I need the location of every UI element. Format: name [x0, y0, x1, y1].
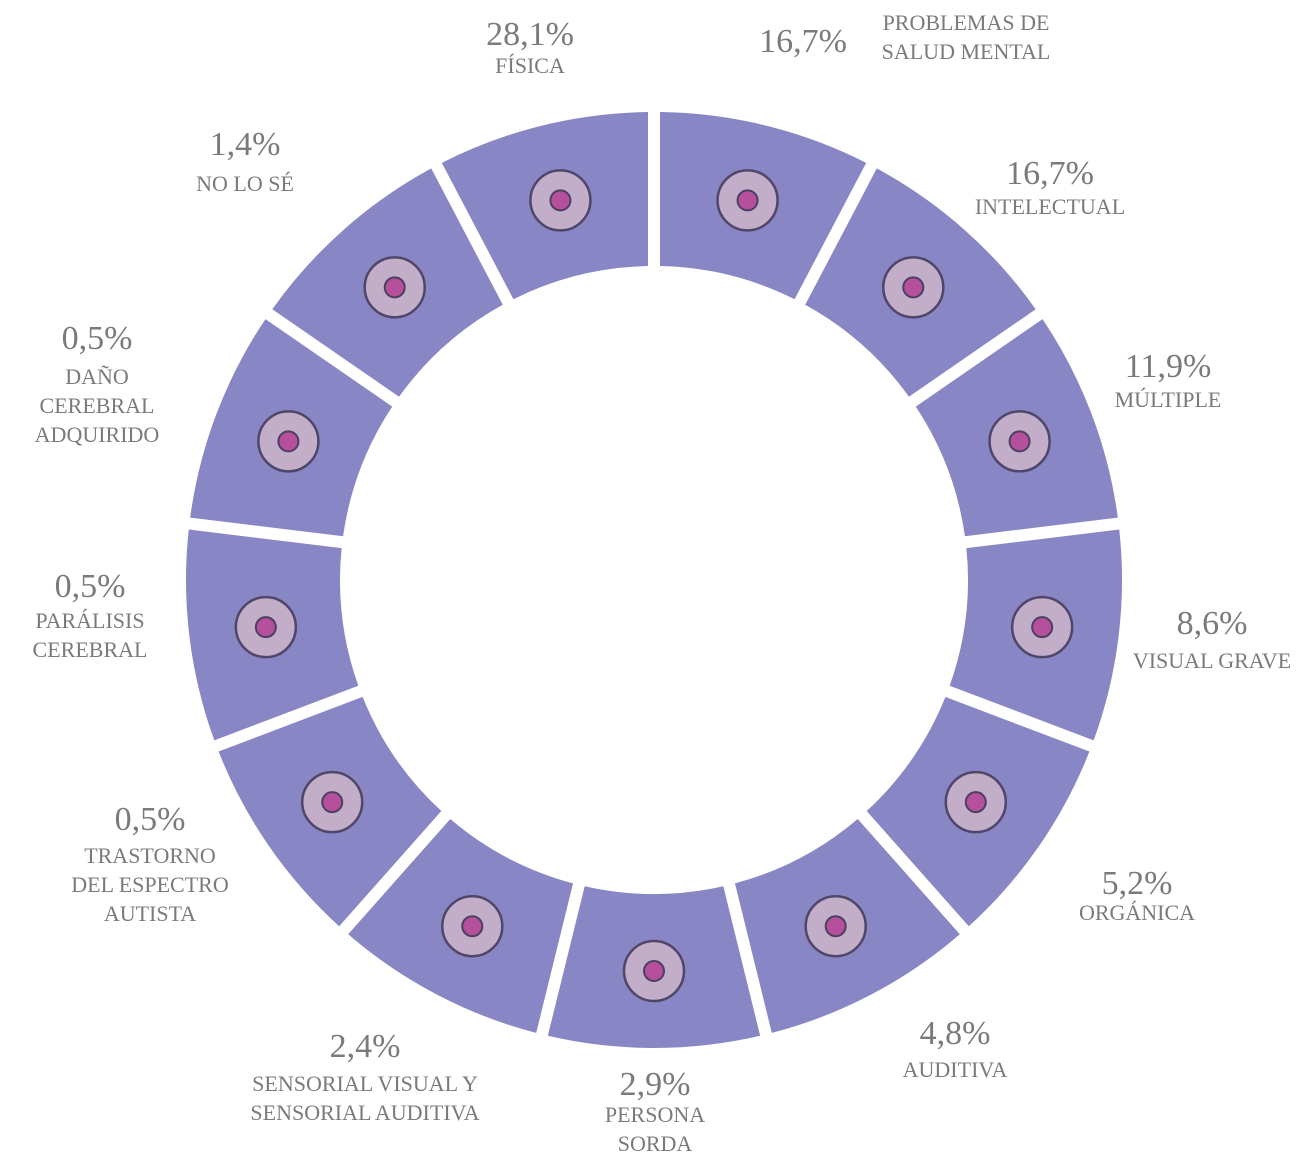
segment-value: 16,7%: [1006, 155, 1094, 192]
segment-icon-detail: [902, 276, 925, 299]
segment-label: MÚLTIPLE: [1115, 387, 1222, 412]
segment-label: CEREBRAL: [33, 637, 148, 662]
segment-label: ORGÁNICA: [1079, 900, 1195, 925]
segment-label: AUDITIVA: [903, 1057, 1008, 1082]
segment-icon-detail: [254, 616, 277, 639]
segment-icon-detail: [643, 960, 665, 982]
segment-label: VISUAL GRAVE: [1133, 648, 1291, 673]
segment-value: 16,7%: [759, 23, 847, 60]
segment-label: NO LO SÉ: [196, 171, 294, 196]
segment-label: SENSORIAL VISUAL Y: [252, 1071, 478, 1096]
segment-label: TRASTORNO: [84, 843, 216, 868]
segment-value: 0,5%: [115, 801, 186, 838]
segment-icon-detail: [1008, 430, 1031, 453]
segment-label: ADQUIRIDO: [35, 422, 160, 447]
segment-value: 0,5%: [62, 320, 133, 357]
segment-label: SENSORIAL AUDITIVA: [250, 1100, 479, 1125]
segment-value: 28,1%: [486, 16, 574, 53]
segment-value: 5,2%: [1102, 865, 1173, 902]
segment-label: SALUD MENTAL: [882, 39, 1051, 64]
segment-label: AUTISTA: [104, 901, 196, 926]
segment-icon-detail: [321, 791, 344, 814]
segment-icon-detail: [383, 276, 406, 299]
segment-label: FÍSICA: [495, 53, 565, 78]
segment-icon-detail: [277, 430, 300, 453]
segment-icon-detail: [824, 915, 847, 938]
segment-label: CEREBRAL: [40, 393, 155, 418]
segment-icon-detail: [549, 189, 572, 212]
segment-value: 2,4%: [330, 1028, 401, 1065]
segment-value: 1,4%: [210, 126, 281, 163]
segment-value: 8,6%: [1177, 605, 1248, 642]
segment-label: PROBLEMAS DE: [883, 10, 1050, 35]
segment-label: DEL ESPECTRO: [71, 872, 228, 897]
segment-value: 2,9%: [620, 1066, 691, 1103]
segment-value: 4,8%: [920, 1015, 991, 1052]
segment-icon-detail: [1031, 616, 1054, 639]
segment-value: 11,9%: [1125, 348, 1212, 385]
segment-icon-detail: [736, 189, 759, 212]
segment-icon-detail: [964, 791, 987, 814]
segment-label: DAÑO: [65, 364, 129, 389]
segment-label: INTELECTUAL: [975, 194, 1125, 219]
segment-icon-detail: [461, 915, 484, 938]
segment-label: PERSONA: [605, 1102, 705, 1127]
segment-label: SORDA: [618, 1131, 693, 1154]
segment-value: 0,5%: [55, 568, 126, 605]
segment-label: PARÁLISIS: [35, 608, 144, 633]
